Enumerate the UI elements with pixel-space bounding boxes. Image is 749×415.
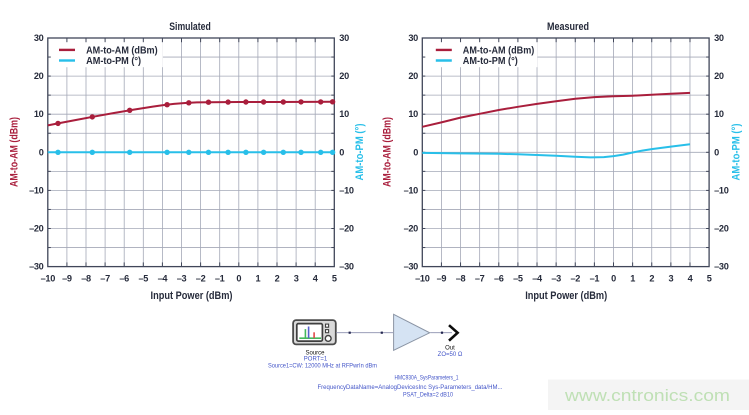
svg-text:–10: –10 bbox=[404, 185, 419, 195]
svg-text:AM-to-AM (dBm): AM-to-AM (dBm) bbox=[382, 117, 394, 187]
svg-text:–9: –9 bbox=[62, 273, 72, 283]
svg-text:–7: –7 bbox=[100, 273, 110, 283]
svg-text:–30: –30 bbox=[29, 262, 44, 272]
svg-text:5: 5 bbox=[332, 273, 337, 283]
svg-text:0: 0 bbox=[611, 273, 616, 283]
svg-text:20: 20 bbox=[34, 71, 44, 81]
svg-text:Input Power (dBm): Input Power (dBm) bbox=[525, 290, 607, 302]
svg-text:PSAT_Delta=2 dB10: PSAT_Delta=2 dB10 bbox=[403, 393, 454, 399]
svg-text:AM-to-PM (°): AM-to-PM (°) bbox=[463, 56, 518, 67]
svg-text:Source1=CW: 12000 MHz at RFPwr: Source1=CW: 12000 MHz at RFPwrIn dBm bbox=[268, 364, 377, 370]
svg-text:0: 0 bbox=[714, 147, 719, 157]
svg-text:–2: –2 bbox=[196, 273, 206, 283]
svg-text:www.cntronics.com: www.cntronics.com bbox=[564, 386, 730, 405]
svg-text:–20: –20 bbox=[404, 224, 419, 234]
svg-text:0: 0 bbox=[339, 147, 344, 157]
svg-text:10: 10 bbox=[339, 109, 349, 119]
svg-text:AM-to-PM (°): AM-to-PM (°) bbox=[731, 124, 743, 181]
svg-text:–9: –9 bbox=[437, 273, 447, 283]
svg-text:–1: –1 bbox=[215, 273, 225, 283]
svg-text:–10: –10 bbox=[29, 185, 44, 195]
svg-text:2: 2 bbox=[649, 273, 654, 283]
svg-text:0: 0 bbox=[236, 273, 241, 283]
svg-text:30: 30 bbox=[339, 33, 349, 43]
svg-text:AM-to-AM (dBm): AM-to-AM (dBm) bbox=[463, 46, 535, 57]
svg-text:–10: –10 bbox=[339, 185, 354, 195]
svg-text:30: 30 bbox=[408, 33, 418, 43]
svg-text:FrequencyDataName=AnalogDevice: FrequencyDataName=AnalogDevicesInc Sys-P… bbox=[318, 385, 503, 391]
svg-text:1: 1 bbox=[630, 273, 635, 283]
svg-text:–6: –6 bbox=[119, 273, 129, 283]
svg-text:–4: –4 bbox=[158, 273, 169, 283]
svg-text:–30: –30 bbox=[339, 262, 354, 272]
svg-text:AM-to-PM (°): AM-to-PM (°) bbox=[86, 56, 141, 67]
svg-text:–8: –8 bbox=[456, 273, 466, 283]
svg-text:–30: –30 bbox=[404, 262, 419, 272]
svg-text:1: 1 bbox=[255, 273, 260, 283]
svg-text:4: 4 bbox=[313, 273, 319, 283]
svg-text:–5: –5 bbox=[513, 273, 523, 283]
svg-text:–7: –7 bbox=[475, 273, 485, 283]
svg-text:–2: –2 bbox=[570, 273, 580, 283]
svg-text:–30: –30 bbox=[714, 262, 729, 272]
svg-text:–6: –6 bbox=[494, 273, 504, 283]
svg-text:–4: –4 bbox=[532, 273, 543, 283]
svg-text:Measured: Measured bbox=[547, 21, 589, 33]
svg-text:30: 30 bbox=[34, 33, 44, 43]
svg-text:4: 4 bbox=[688, 273, 694, 283]
svg-text:ZO=50 Ω: ZO=50 Ω bbox=[438, 352, 463, 358]
svg-text:–10: –10 bbox=[415, 273, 430, 283]
svg-text:–3: –3 bbox=[177, 273, 187, 283]
svg-text:–10: –10 bbox=[41, 273, 56, 283]
svg-text:–1: –1 bbox=[590, 273, 600, 283]
svg-text:2: 2 bbox=[275, 273, 280, 283]
svg-text:30: 30 bbox=[714, 33, 724, 43]
svg-text:5: 5 bbox=[707, 273, 712, 283]
svg-text:0: 0 bbox=[39, 147, 44, 157]
svg-text:–10: –10 bbox=[714, 185, 729, 195]
svg-text:AM-to-AM (dBm): AM-to-AM (dBm) bbox=[86, 46, 158, 57]
svg-text:Source: Source bbox=[305, 351, 325, 357]
svg-text:20: 20 bbox=[714, 71, 724, 81]
svg-text:–20: –20 bbox=[339, 224, 354, 234]
svg-text:–3: –3 bbox=[551, 273, 561, 283]
svg-text:10: 10 bbox=[408, 109, 418, 119]
svg-text:3: 3 bbox=[668, 273, 673, 283]
svg-text:–20: –20 bbox=[714, 224, 729, 234]
svg-text:20: 20 bbox=[408, 71, 418, 81]
svg-text:PORT=1: PORT=1 bbox=[304, 357, 328, 363]
svg-text:0: 0 bbox=[413, 147, 418, 157]
svg-text:Out: Out bbox=[445, 346, 455, 352]
svg-text:10: 10 bbox=[34, 109, 44, 119]
svg-text:–8: –8 bbox=[81, 273, 91, 283]
svg-text:–5: –5 bbox=[138, 273, 148, 283]
svg-text:3: 3 bbox=[294, 273, 299, 283]
svg-text:HMC930A_SysParameters_1: HMC930A_SysParameters_1 bbox=[395, 376, 460, 382]
svg-text:20: 20 bbox=[339, 71, 349, 81]
svg-text:AM-to-PM (°): AM-to-PM (°) bbox=[354, 124, 366, 181]
svg-text:10: 10 bbox=[714, 109, 724, 119]
svg-text:AM-to-AM (dBm): AM-to-AM (dBm) bbox=[9, 117, 21, 187]
svg-text:–20: –20 bbox=[29, 224, 44, 234]
svg-text:Simulated: Simulated bbox=[169, 21, 211, 33]
svg-text:Input Power (dBm): Input Power (dBm) bbox=[151, 290, 233, 302]
